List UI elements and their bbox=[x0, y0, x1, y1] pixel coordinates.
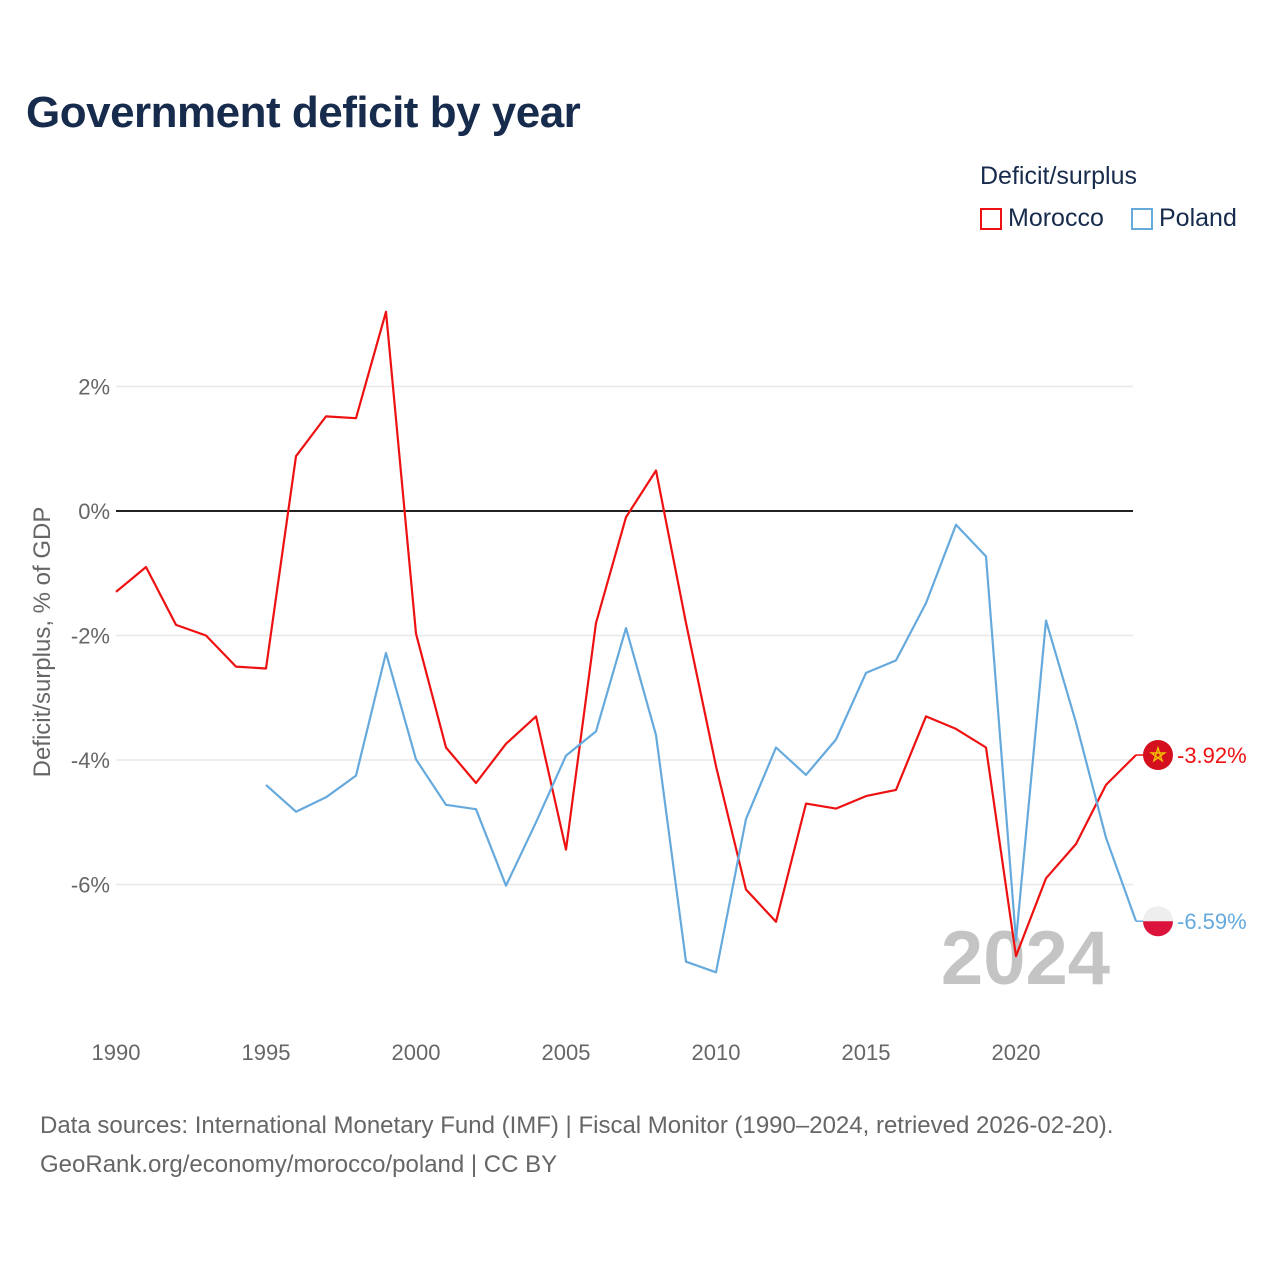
end-markers: -3.92% -6.59% bbox=[1136, 740, 1247, 937]
legend-label-poland: Poland bbox=[1159, 204, 1237, 232]
legend-swatch-poland bbox=[1131, 207, 1153, 230]
poland-flag-icon bbox=[1143, 906, 1173, 937]
x-tick-label: 2005 bbox=[542, 1040, 591, 1065]
footer: Data sources: International Monetary Fun… bbox=[40, 1106, 1113, 1184]
x-tick-label: 2015 bbox=[842, 1040, 891, 1065]
y-tick-label: 2% bbox=[78, 375, 110, 400]
x-tick-label: 2010 bbox=[692, 1040, 741, 1065]
line-chart: 2% 0% -2% -4% -6% 1990 1995 2000 2005 2010 2015 20… bbox=[29, 310, 1247, 1065]
y-axis-ticks: 2% 0% -2% -4% -6% bbox=[71, 375, 110, 898]
flag-star bbox=[1149, 745, 1167, 763]
flag-disc-bottom bbox=[1143, 921, 1173, 937]
legend-item-poland[interactable]: Poland bbox=[1131, 204, 1237, 233]
x-tick-label: 2020 bbox=[992, 1040, 1041, 1065]
x-tick-label: 2000 bbox=[392, 1040, 441, 1065]
y-tick-label: -2% bbox=[71, 624, 110, 649]
legend-title: Deficit/surplus bbox=[980, 162, 1137, 190]
end-value-label-poland: -6.59% bbox=[1177, 909, 1247, 934]
source-note: Data sources: International Monetary Fun… bbox=[40, 1112, 1114, 1139]
y-axis-label: Deficit/surplus, % of GDP bbox=[29, 507, 56, 778]
end-value-label-morocco: -3.92% bbox=[1177, 743, 1247, 768]
legend-item-morocco[interactable]: Morocco bbox=[980, 204, 1104, 233]
morocco-flag-icon bbox=[1143, 740, 1173, 771]
credit-link[interactable]: GeoRank.org/economy/morocco/poland | CC … bbox=[40, 1151, 558, 1178]
y-tick-label: -6% bbox=[71, 873, 110, 898]
x-axis-ticks: 1990 1995 2000 2005 2010 2015 2020 bbox=[92, 1040, 1041, 1065]
series-line-poland bbox=[265, 523, 1138, 974]
series-line-morocco bbox=[115, 310, 1137, 958]
y-tick-label: 0% bbox=[78, 499, 110, 524]
x-tick-label: 1990 bbox=[92, 1040, 141, 1065]
series-lines bbox=[115, 310, 1138, 974]
x-tick-label: 1995 bbox=[242, 1040, 291, 1065]
legend-label-morocco: Morocco bbox=[1008, 204, 1104, 232]
flag-disc bbox=[1143, 740, 1173, 771]
y-tick-label: -4% bbox=[71, 748, 110, 773]
chart-title: Government deficit by year bbox=[26, 88, 581, 137]
legend-swatch-morocco bbox=[980, 207, 1002, 230]
